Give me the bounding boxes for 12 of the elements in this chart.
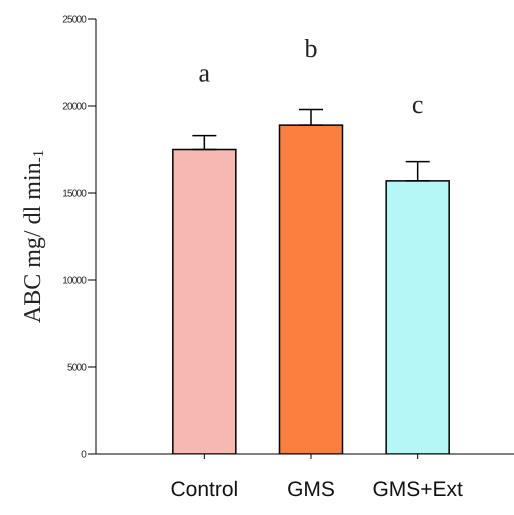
- y-tick-label: 15000: [62, 188, 88, 200]
- annotation: c: [412, 90, 424, 119]
- y-tick-label: 20000: [62, 102, 88, 113]
- x-tick-label: Control: [170, 478, 238, 501]
- y-tick-label: 10000: [62, 276, 88, 287]
- x-tick-label: GMS: [287, 478, 335, 501]
- annotation: a: [198, 58, 211, 88]
- annotation: b: [304, 34, 318, 64]
- y-tick-label: 0: [81, 450, 88, 461]
- x-tick-label: GMS+Ext: [372, 478, 464, 501]
- y-tick-label: 5000: [66, 362, 88, 374]
- y-tick-label: 25000: [62, 14, 88, 26]
